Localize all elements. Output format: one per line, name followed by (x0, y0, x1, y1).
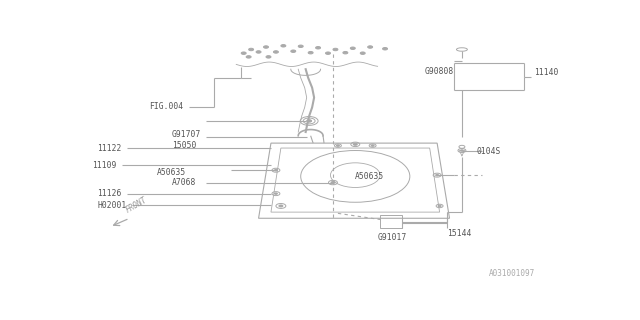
Circle shape (256, 51, 261, 53)
Circle shape (275, 193, 277, 194)
Text: G91707: G91707 (172, 130, 201, 139)
Circle shape (360, 52, 365, 54)
Text: 11122: 11122 (97, 144, 122, 153)
Circle shape (275, 170, 277, 171)
Text: 11126: 11126 (97, 189, 122, 198)
Text: 15144: 15144 (447, 228, 472, 237)
Circle shape (367, 46, 372, 48)
Circle shape (266, 56, 271, 58)
Text: G90808: G90808 (425, 67, 454, 76)
Bar (380, 215, 403, 228)
Text: 0104S: 0104S (477, 147, 501, 156)
Circle shape (241, 52, 246, 54)
Circle shape (281, 44, 286, 47)
Circle shape (337, 145, 339, 146)
Circle shape (383, 47, 388, 50)
Circle shape (279, 205, 283, 207)
Text: H02001: H02001 (97, 202, 127, 211)
Text: 15050: 15050 (172, 141, 196, 150)
Text: A50635: A50635 (355, 172, 385, 181)
Text: FIG.004: FIG.004 (150, 102, 184, 111)
Circle shape (436, 174, 438, 176)
Circle shape (326, 52, 330, 54)
Text: 11109: 11109 (92, 161, 116, 170)
Circle shape (353, 143, 357, 145)
Text: A7068: A7068 (172, 178, 196, 187)
Circle shape (343, 52, 348, 54)
Text: FRONT: FRONT (125, 195, 149, 215)
Circle shape (316, 46, 321, 49)
Circle shape (331, 181, 335, 184)
Circle shape (298, 45, 303, 47)
Text: A50635: A50635 (157, 168, 186, 177)
Circle shape (273, 51, 278, 53)
Circle shape (438, 205, 441, 207)
Circle shape (333, 48, 338, 51)
Circle shape (291, 50, 296, 52)
Circle shape (308, 52, 313, 54)
Circle shape (248, 48, 253, 51)
Text: G91017: G91017 (378, 234, 407, 243)
Text: 11140: 11140 (534, 68, 558, 77)
Circle shape (307, 120, 312, 122)
Circle shape (246, 56, 251, 58)
Text: A031001097: A031001097 (488, 269, 534, 278)
Circle shape (350, 47, 355, 50)
Circle shape (264, 46, 269, 48)
Circle shape (460, 150, 463, 151)
Circle shape (371, 145, 374, 146)
